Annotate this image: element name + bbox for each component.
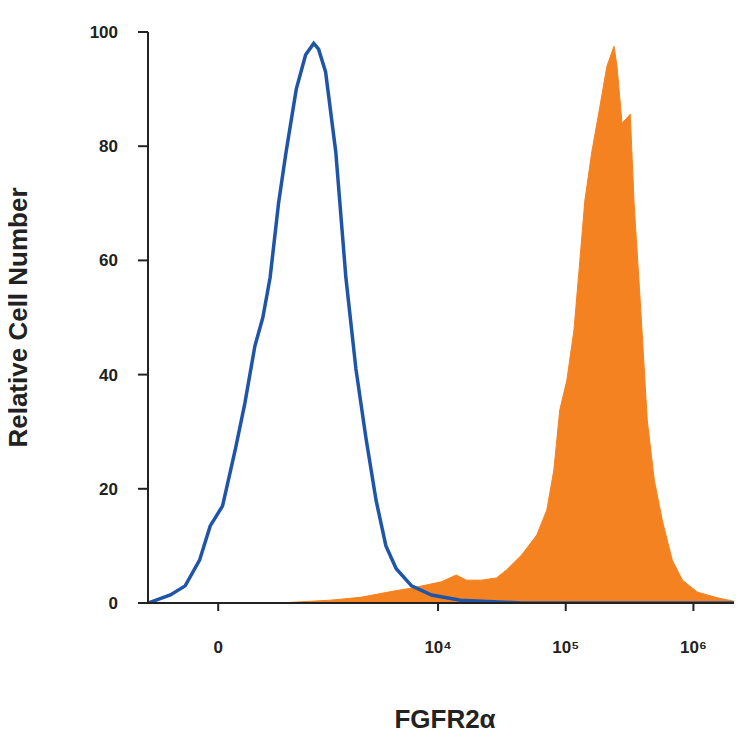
svg-text:FGFR2α: FGFR2α xyxy=(394,704,495,734)
svg-text:10⁴: 10⁴ xyxy=(424,638,451,657)
svg-text:0: 0 xyxy=(109,594,118,613)
svg-text:Relative Cell Number: Relative Cell Number xyxy=(8,187,33,447)
svg-text:0: 0 xyxy=(213,638,222,657)
svg-text:80: 80 xyxy=(99,137,118,156)
svg-text:20: 20 xyxy=(99,480,118,499)
svg-text:10⁶: 10⁶ xyxy=(680,638,707,657)
svg-text:40: 40 xyxy=(99,366,118,385)
svg-text:10⁵: 10⁵ xyxy=(552,638,579,657)
svg-text:60: 60 xyxy=(99,251,118,270)
svg-text:100: 100 xyxy=(90,23,118,42)
